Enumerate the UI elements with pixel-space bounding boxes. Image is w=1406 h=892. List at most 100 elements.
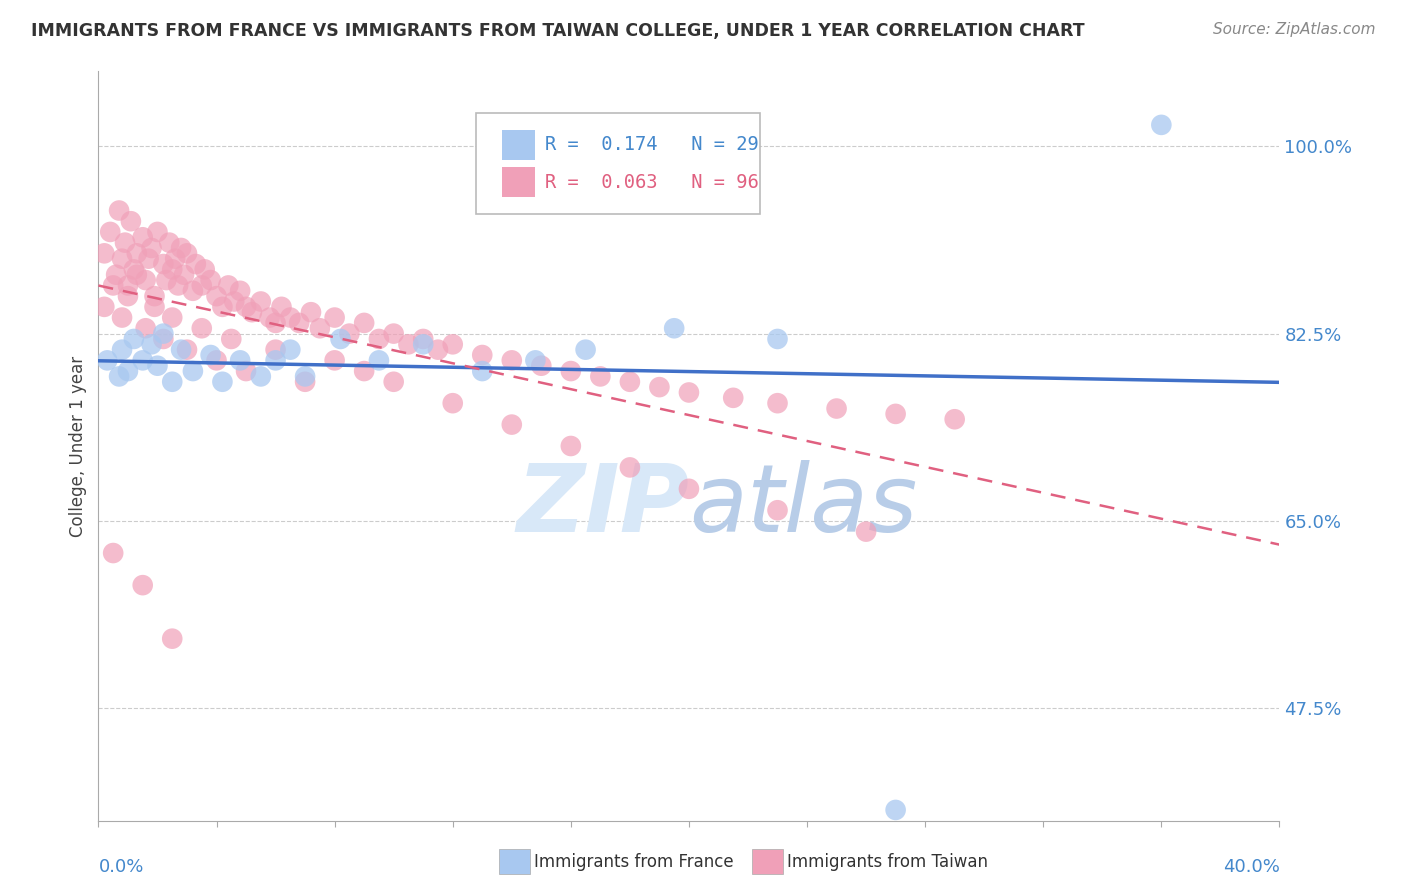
Point bbox=[240, 305, 263, 319]
Point bbox=[235, 300, 257, 314]
Text: Immigrants from France: Immigrants from France bbox=[534, 853, 734, 871]
Point bbox=[132, 353, 155, 368]
Point bbox=[162, 375, 183, 389]
Point bbox=[191, 321, 214, 335]
Point bbox=[368, 332, 391, 346]
Point bbox=[103, 546, 125, 560]
Point bbox=[152, 257, 174, 271]
Point bbox=[184, 257, 207, 271]
Point bbox=[111, 343, 134, 357]
Point bbox=[560, 364, 582, 378]
Point bbox=[194, 262, 217, 277]
Point bbox=[382, 375, 405, 389]
Point bbox=[270, 300, 292, 314]
Point bbox=[264, 316, 287, 330]
Point bbox=[155, 273, 177, 287]
Point bbox=[205, 353, 228, 368]
Point bbox=[339, 326, 361, 341]
Point bbox=[264, 353, 287, 368]
Point bbox=[884, 407, 907, 421]
Point bbox=[427, 343, 450, 357]
Text: ZIP: ZIP bbox=[516, 460, 689, 552]
Point bbox=[93, 246, 115, 260]
Point bbox=[250, 369, 273, 384]
Point bbox=[589, 369, 612, 384]
Point bbox=[211, 375, 233, 389]
Point bbox=[122, 332, 145, 346]
Point bbox=[309, 321, 332, 335]
Point bbox=[96, 353, 118, 368]
Point bbox=[114, 235, 136, 250]
Text: 40.0%: 40.0% bbox=[1223, 858, 1279, 876]
Point bbox=[294, 369, 316, 384]
Point bbox=[146, 225, 169, 239]
Point bbox=[117, 289, 139, 303]
Point bbox=[353, 316, 375, 330]
Point bbox=[143, 300, 166, 314]
Point bbox=[280, 343, 302, 357]
Point bbox=[229, 353, 252, 368]
Point bbox=[235, 364, 257, 378]
Point bbox=[250, 294, 273, 309]
Point bbox=[221, 332, 243, 346]
Point bbox=[530, 359, 553, 373]
Point bbox=[162, 632, 183, 646]
Point bbox=[108, 203, 131, 218]
Point bbox=[141, 337, 163, 351]
Point bbox=[441, 337, 464, 351]
Point bbox=[329, 332, 352, 346]
Point bbox=[217, 278, 239, 293]
Point bbox=[766, 332, 789, 346]
Point bbox=[200, 273, 222, 287]
Text: Source: ZipAtlas.com: Source: ZipAtlas.com bbox=[1212, 22, 1375, 37]
Point bbox=[176, 343, 198, 357]
Point bbox=[855, 524, 877, 539]
Point bbox=[412, 332, 434, 346]
Point bbox=[205, 289, 228, 303]
Point bbox=[98, 225, 121, 239]
Point bbox=[648, 380, 671, 394]
Text: Immigrants from Taiwan: Immigrants from Taiwan bbox=[787, 853, 988, 871]
Point bbox=[501, 353, 523, 368]
Point bbox=[619, 460, 641, 475]
Point bbox=[120, 214, 142, 228]
Point bbox=[825, 401, 848, 416]
Point bbox=[111, 310, 134, 325]
Point bbox=[105, 268, 128, 282]
Point bbox=[264, 343, 287, 357]
Point bbox=[157, 235, 180, 250]
Point bbox=[560, 439, 582, 453]
Point bbox=[191, 278, 214, 293]
Point bbox=[117, 278, 139, 293]
Point bbox=[294, 375, 316, 389]
Point bbox=[138, 252, 160, 266]
Bar bbox=[752, 849, 783, 874]
Bar bbox=[502, 130, 536, 160]
Point bbox=[111, 252, 134, 266]
Point bbox=[224, 294, 246, 309]
Point bbox=[678, 482, 700, 496]
Point bbox=[125, 268, 148, 282]
Point bbox=[575, 343, 598, 357]
Point bbox=[471, 364, 494, 378]
Point bbox=[619, 375, 641, 389]
Point bbox=[170, 343, 193, 357]
Point bbox=[678, 385, 700, 400]
Point bbox=[766, 503, 789, 517]
Point bbox=[368, 353, 391, 368]
Text: R =  0.063   N = 96: R = 0.063 N = 96 bbox=[546, 173, 759, 192]
Point bbox=[211, 300, 233, 314]
Point bbox=[884, 803, 907, 817]
Point bbox=[943, 412, 966, 426]
Point bbox=[323, 310, 346, 325]
Point bbox=[93, 300, 115, 314]
Text: IMMIGRANTS FROM FRANCE VS IMMIGRANTS FROM TAIWAN COLLEGE, UNDER 1 YEAR CORRELATI: IMMIGRANTS FROM FRANCE VS IMMIGRANTS FRO… bbox=[31, 22, 1084, 40]
Point bbox=[200, 348, 222, 362]
Point bbox=[108, 369, 131, 384]
Point bbox=[132, 230, 155, 244]
Text: atlas: atlas bbox=[689, 460, 917, 551]
Point bbox=[152, 332, 174, 346]
Point bbox=[162, 262, 183, 277]
Point bbox=[152, 326, 174, 341]
Point bbox=[441, 396, 464, 410]
